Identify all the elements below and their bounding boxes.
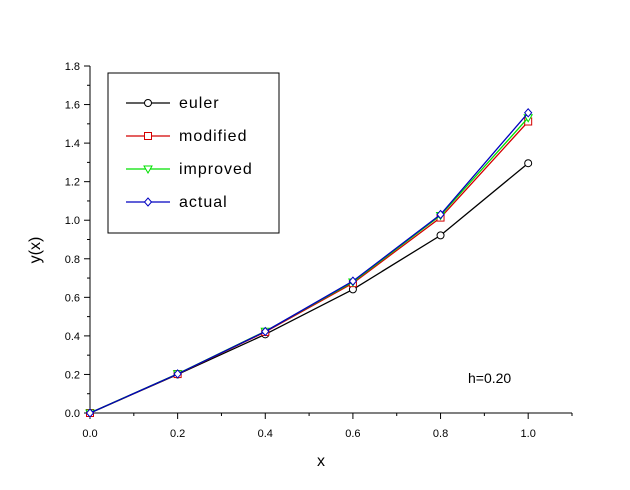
y-axis: 0.0 0.2 0.4 0.6 0.8 1.0 1.2 1.4 1.6 1.8: [65, 61, 90, 420]
series-actual: [85, 108, 533, 418]
y-tick-label: 0.6: [65, 292, 80, 304]
legend-marker: [144, 99, 152, 107]
legend-item-actual: actual: [126, 194, 228, 211]
data-point-actual: [348, 276, 358, 286]
x-axis-title: x: [317, 453, 325, 470]
y-tick-label: 1.4: [65, 138, 80, 150]
x-axis: 0.0 0.2 0.4 0.6 0.8 1.0: [82, 413, 573, 440]
data-point-euler: [524, 159, 533, 168]
legend-label: improved: [179, 161, 253, 178]
y-tick-label: 1.0: [65, 215, 80, 227]
x-tick-label: 1.0: [521, 428, 536, 440]
data-point-actual: [261, 326, 270, 337]
legend-marker: [143, 197, 153, 207]
data-point-euler: [436, 231, 445, 240]
legend-label: actual: [179, 194, 228, 211]
y-tick-label: 0.0: [65, 408, 80, 420]
series-line-actual: [89, 112, 529, 414]
legend-item-modified: modified: [126, 128, 247, 145]
y-axis-title: y(x): [27, 237, 44, 264]
data-point-actual: [436, 209, 445, 220]
y-tick-label: 0.2: [65, 369, 80, 381]
legend: euler modified improved actual: [107, 72, 280, 234]
step-size-annotation: h=0.20: [468, 370, 511, 386]
data-point-actual: [524, 108, 533, 118]
data-point-actual: [85, 408, 95, 418]
series-layer: [85, 108, 534, 419]
legend-marker: [143, 165, 153, 175]
x-tick-label: 0.4: [258, 428, 273, 440]
x-tick-label: 0.6: [345, 428, 360, 440]
data-point-actual: [173, 369, 182, 379]
y-tick-label: 1.2: [65, 177, 80, 189]
legend-label: euler: [179, 95, 220, 112]
y-tick-label: 1.8: [65, 61, 80, 73]
x-tick-label: 0.8: [433, 428, 448, 440]
legend-label: modified: [179, 128, 247, 145]
legend-marker: [144, 132, 152, 140]
x-tick-label: 0.2: [170, 428, 185, 440]
y-tick-label: 0.4: [65, 331, 80, 343]
y-tick-label: 1.6: [65, 100, 80, 112]
x-tick-label: 0.0: [82, 428, 97, 440]
legend-box: [107, 72, 280, 234]
legend-item-euler: euler: [126, 95, 220, 112]
legend-item-improved: improved: [126, 161, 253, 178]
y-tick-label: 0.8: [65, 254, 80, 266]
